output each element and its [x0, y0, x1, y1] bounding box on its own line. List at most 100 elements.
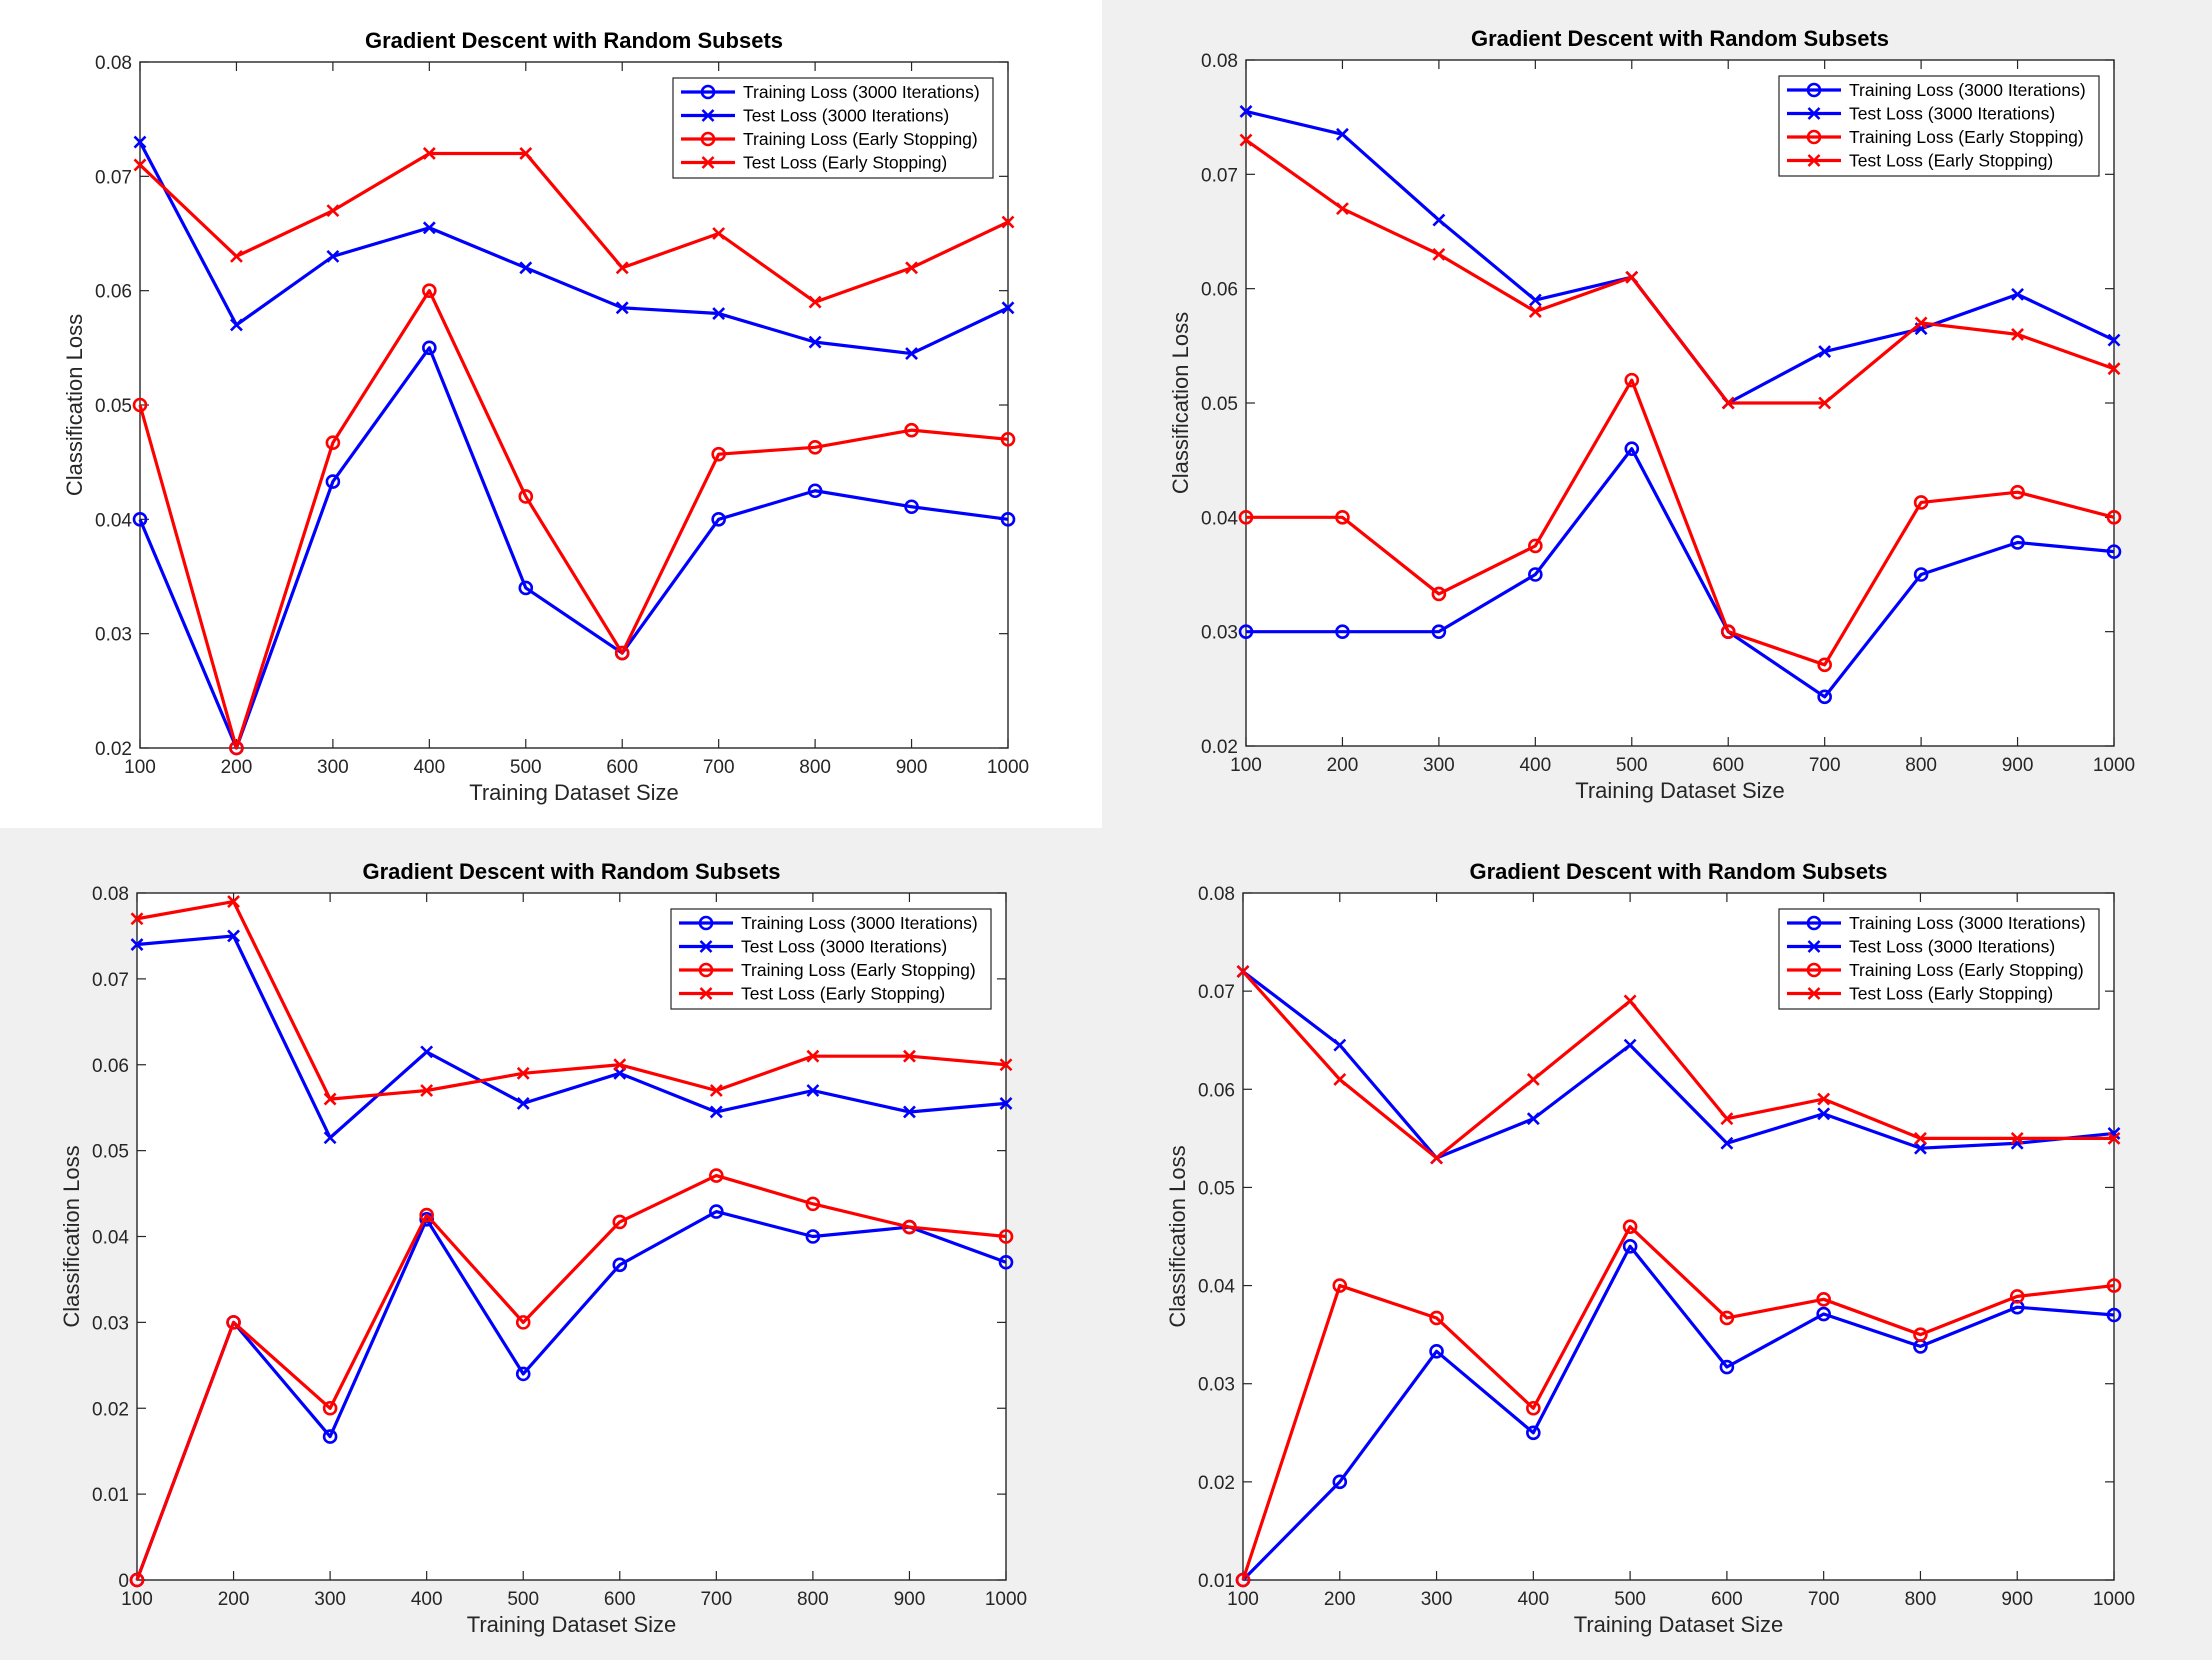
data-point-circle: [1238, 510, 1254, 525]
legend-marker-cross: [1807, 940, 1821, 953]
y-tick-label: 0.02: [95, 739, 132, 760]
y-tick-label: 0.05: [95, 396, 132, 417]
data-point-circle: [129, 1572, 145, 1588]
legend-marker-cross: [701, 109, 715, 122]
x-tick-label: 900: [2001, 1589, 2033, 1610]
data-point-cross: [1236, 965, 1250, 978]
y-tick-label: 0.07: [1201, 165, 1238, 186]
x-tick-label: 600: [1712, 755, 1744, 776]
series-red-cross: [130, 895, 1013, 1106]
legend-marker-circle: [1806, 129, 1822, 145]
series-line: [138, 346, 1009, 750]
data-point-circle: [1335, 510, 1350, 525]
data-point-circle: [1913, 1327, 1928, 1342]
series-line: [1246, 378, 2115, 667]
data-point-circle: [518, 580, 534, 596]
data-point-cross: [1239, 105, 1253, 118]
data-point-circle: [1431, 586, 1447, 602]
data-point-circle: [1719, 1359, 1735, 1375]
data-point-cross: [1336, 127, 1349, 141]
legend-marker-circle: [1806, 962, 1822, 978]
data-point-cross: [227, 895, 240, 909]
legend-entry: Test Loss (Early Stopping): [1849, 151, 2053, 171]
data-point-circle: [2009, 1289, 2025, 1304]
data-point-circle: [612, 1214, 628, 1230]
legend-marker-circle: [1806, 82, 1822, 98]
y-tick-label: 0.08: [95, 53, 132, 74]
data-point-circle: [1429, 1344, 1444, 1359]
series-line: [1242, 970, 2115, 1160]
data-point-circle: [1000, 512, 1016, 527]
data-point-cross: [1528, 293, 1542, 307]
data-point-circle: [132, 397, 148, 413]
legend-marker-cross: [1807, 154, 1821, 167]
data-point-cross: [808, 295, 822, 309]
y-tick-label: 0.05: [1201, 394, 1238, 415]
data-point-cross: [1720, 1112, 1734, 1126]
data-point-circle: [709, 1204, 724, 1219]
legend-entry: Test Loss (Early Stopping): [741, 984, 945, 1004]
data-point-circle: [2106, 1307, 2122, 1323]
x-tick-label: 100: [124, 757, 156, 778]
chart-svg: Gradient Descent with Random Subsets 100 2…: [1168, 26, 2135, 803]
chart-title: Gradient Descent with Random Subsets: [1469, 859, 1887, 884]
x-tick-label: 900: [894, 1589, 926, 1610]
data-point-cross: [903, 1105, 916, 1119]
data-point-cross: [2011, 327, 2024, 341]
x-tick-label: 800: [1905, 1589, 1937, 1610]
data-point-cross: [1720, 1136, 1734, 1150]
data-point-cross: [1239, 133, 1253, 147]
legend-entry: Training Loss (3000 Iterations): [1849, 80, 2086, 100]
series-line: [1241, 1225, 2115, 1581]
x-tick-label: 600: [1711, 1589, 1743, 1610]
data-point-cross: [808, 335, 822, 349]
data-point-cross: [227, 929, 240, 943]
series-red-circle: [1235, 1219, 2122, 1588]
data-point-circle: [1332, 1474, 1348, 1490]
data-point-circle: [322, 1400, 338, 1416]
data-point-cross: [2011, 287, 2024, 301]
x-tick-label: 1000: [985, 1589, 1027, 1610]
data-point-circle: [1817, 689, 1832, 705]
data-point-cross: [323, 1092, 337, 1106]
data-point-circle: [998, 1229, 1014, 1244]
data-point-cross: [613, 1058, 627, 1072]
x-tick-label: 300: [1421, 1589, 1453, 1610]
data-point-cross: [905, 261, 918, 275]
chart-svg: Gradient Descent with Random Subsets 100 2…: [59, 859, 1027, 1637]
data-point-cross: [999, 1096, 1013, 1110]
y-axis-label: Classification Loss: [62, 314, 87, 496]
series-red-circle: [129, 1168, 1014, 1588]
legend-entry: Test Loss (3000 Iterations): [1849, 937, 2055, 957]
data-point-circle: [1431, 624, 1447, 639]
data-point-cross: [903, 1049, 916, 1063]
data-point-circle: [515, 1366, 531, 1382]
data-point-cross: [1528, 305, 1542, 318]
x-tick-label: 500: [1614, 1589, 1646, 1610]
legend-entry: Test Loss (3000 Iterations): [741, 937, 947, 957]
x-tick-label: 1000: [987, 757, 1029, 778]
data-point-circle: [1913, 567, 1929, 582]
x-tick-label: 100: [1230, 755, 1262, 776]
data-point-circle: [807, 440, 823, 455]
x-tick-label: 700: [703, 757, 735, 778]
series-red-circle: [1238, 372, 2122, 673]
data-point-circle: [904, 499, 919, 515]
legend-entry: Test Loss (3000 Iterations): [1849, 104, 2055, 124]
legend-marker-circle: [698, 915, 714, 931]
legend-entry: Training Loss (3000 Iterations): [741, 913, 978, 933]
data-point-circle: [1624, 441, 1640, 457]
data-point-cross: [130, 938, 144, 951]
legend-marker-cross: [701, 156, 715, 169]
data-point-cross: [2010, 1131, 2024, 1145]
data-point-circle: [1622, 1239, 1638, 1254]
chart-panel-top-right: Gradient Descent with Random Subsets 100 2…: [1106, 0, 2212, 828]
x-tick-label: 900: [896, 757, 928, 778]
series-red-cross: [133, 147, 1015, 309]
data-point-cross: [422, 221, 436, 235]
chart-svg: Gradient Descent with Random Subsets 100 2…: [62, 28, 1029, 805]
legend-entry: Test Loss (Early Stopping): [1849, 984, 2053, 1004]
y-tick-label: 0.04: [92, 1228, 129, 1249]
data-point-circle: [322, 1429, 338, 1444]
x-tick-label: 800: [799, 757, 831, 778]
